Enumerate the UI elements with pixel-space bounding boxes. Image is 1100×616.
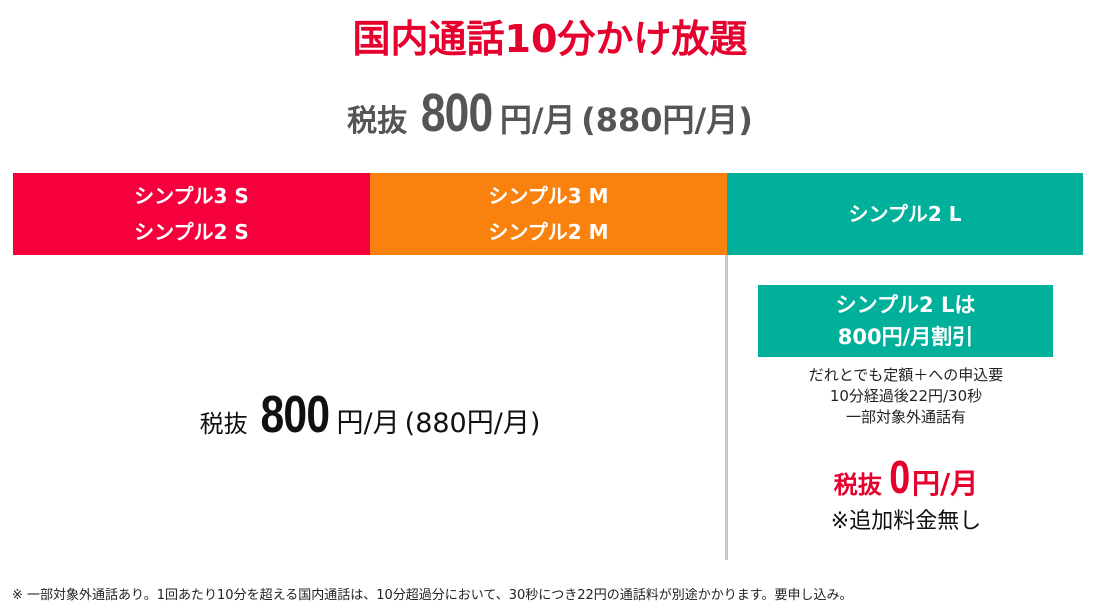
badge-line: シンプル2 Lは bbox=[835, 293, 976, 317]
price-prefix: 税抜 bbox=[199, 410, 248, 438]
price-prefix: 税抜 bbox=[347, 104, 408, 139]
plan-header: シンプル3 S シンプル2 S bbox=[13, 173, 370, 255]
plan-header: シンプル3 M シンプル2 M bbox=[370, 173, 727, 255]
price-prefix: 税抜 bbox=[833, 471, 882, 499]
plan-header: シンプル2 L bbox=[727, 173, 1083, 255]
price-unit: 円/月 bbox=[911, 467, 979, 500]
l-plan-note: ※追加料金無し bbox=[830, 509, 982, 534]
conditions: だれとでも定額＋への申込要 10分経過後22円/30秒 一部対象外通話有 bbox=[727, 365, 1085, 428]
standard-price: 税抜 800 円/月 (880円/月) bbox=[13, 385, 727, 445]
price-unit: 円/月 bbox=[336, 408, 400, 439]
price-amount: 800 bbox=[420, 83, 493, 143]
footnote: ※ 一部対象外通話あり。1回あたり10分を超える国内通話は、10分超過分において… bbox=[12, 588, 853, 603]
discount-badge: シンプル2 Lは 800円/月割引 bbox=[758, 285, 1053, 357]
title: 国内通話10分かけ放題 bbox=[352, 17, 748, 61]
condition: 一部対象外通話有 bbox=[845, 408, 966, 426]
plan-name: シンプル2 L bbox=[848, 202, 962, 226]
price-tax-included: (880円/月) bbox=[404, 408, 541, 439]
plan-name: シンプル2 S bbox=[134, 220, 249, 244]
plan-name: シンプル2 M bbox=[488, 220, 609, 244]
badge-line: 800円/月割引 bbox=[837, 325, 974, 349]
condition: 10分経過後22円/30秒 bbox=[829, 387, 983, 405]
price-unit: 円/月 bbox=[499, 101, 576, 139]
price-tax-included: (880円/月) bbox=[581, 101, 753, 139]
condition: だれとでも定額＋への申込要 bbox=[808, 366, 1004, 384]
l-plan-price: 税抜 0円/月 bbox=[727, 450, 1085, 504]
price-summary: 税抜 800 円/月 (880円/月) bbox=[0, 82, 1100, 144]
price-amount: 800 bbox=[260, 386, 330, 444]
price-amount: 0 bbox=[889, 451, 911, 503]
plan-name: シンプル3 S bbox=[134, 184, 249, 208]
plan-name: シンプル3 M bbox=[488, 184, 609, 208]
divider bbox=[725, 255, 728, 560]
